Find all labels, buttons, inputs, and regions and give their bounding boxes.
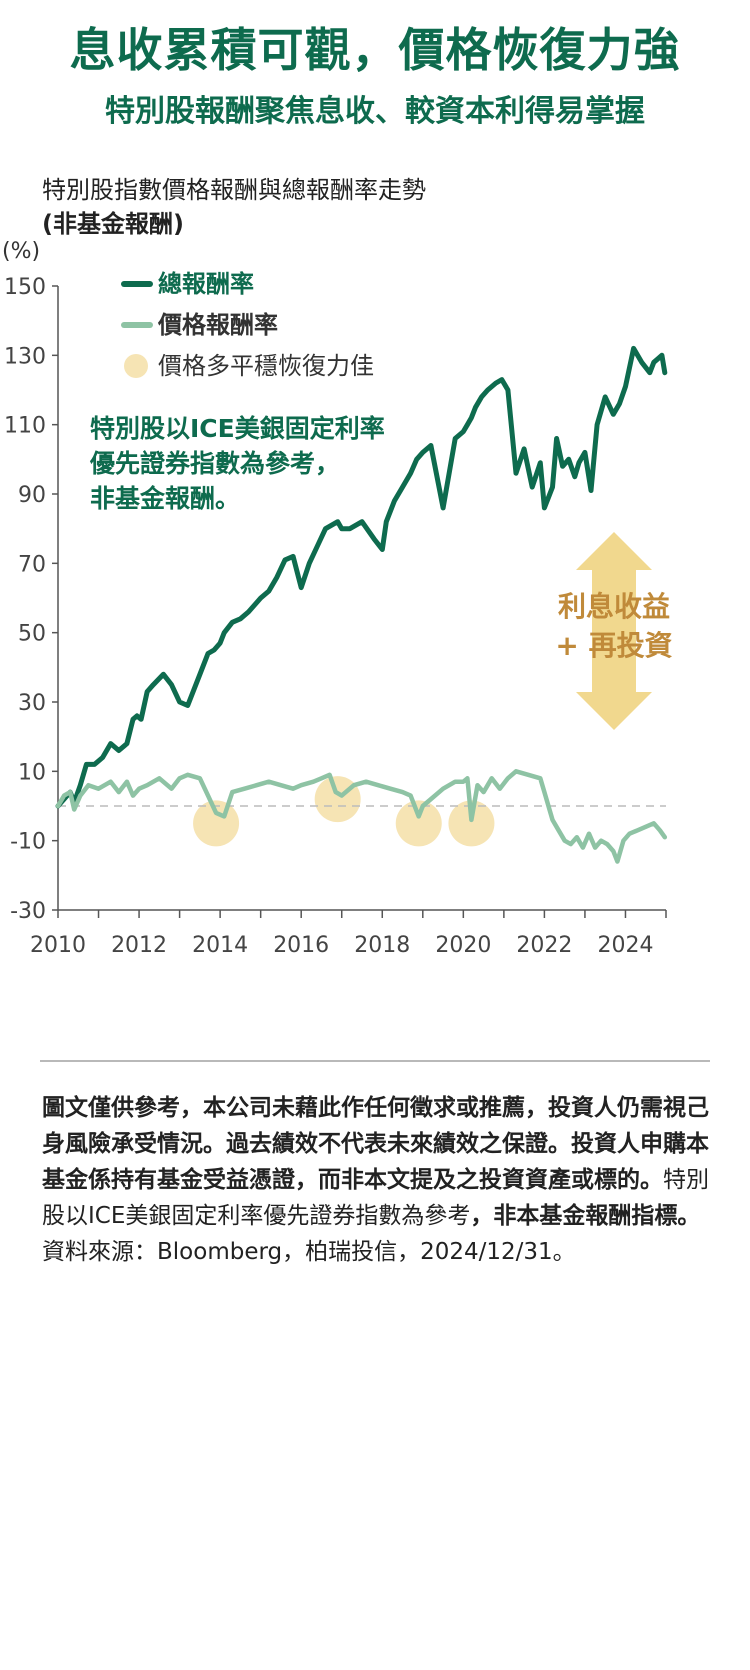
double-arrow: 利息收益 + 再投資: [555, 532, 673, 730]
arrow-label-line-2: + 再投資: [555, 629, 672, 662]
recovery-circle-3: [395, 800, 442, 847]
index-note-line-2: 優先證券指數為參考，: [89, 449, 340, 478]
y-tick-label: -30: [10, 899, 46, 924]
legend-label-total-return: 總報酬率: [158, 270, 254, 298]
index-note: 特別股以ICE美銀固定利率 優先證券指數為參考， 非基金報酬。: [89, 414, 385, 513]
arrow-label-line-1: 利息收益: [558, 590, 670, 623]
y-tick-label: 50: [18, 622, 46, 647]
y-tick-label: 10: [18, 760, 46, 785]
x-tick-label: 2014: [192, 933, 248, 958]
y-tick-label: 70: [18, 552, 46, 577]
x-tick-label: 2022: [516, 933, 572, 958]
legend-label-price-return: 價格報酬率: [157, 311, 278, 339]
page-subtitle: 特別股報酬聚焦息收、較資本利得易掌握: [105, 94, 645, 129]
recovery-circle-4: [448, 800, 495, 847]
disclaimer-bold-1: 圖文僅供參考，本公司未藉此作任何徵求或推薦，投資人仍需視己身風險承受情況。過去績…: [42, 1095, 709, 1193]
disclaimer-normal-1: 特別股以ICE美銀固定利率優先證券指數為參考: [42, 1167, 709, 1229]
disclaimer-bold-2: ，非本基金報酬指標。: [470, 1203, 701, 1229]
chart-subtitle: (非基金報酬): [42, 210, 184, 238]
x-tick-label: 2016: [273, 933, 329, 958]
line-chart: 150 130 110 90 70 50 30 10 -10 -30 2010 2012 2014 201…: [2, 240, 673, 958]
x-tick-label: 2018: [354, 933, 410, 958]
x-tick-label: 2012: [111, 933, 167, 958]
y-tick-label: 150: [4, 275, 46, 300]
disclaimer: 圖文僅供參考，本公司未藉此作任何徵求或推薦，投資人仍需視己身風險承受情況。過去績…: [42, 1090, 712, 1270]
axes: 150 130 110 90 70 50 30 10 -10 -30 2010 2012 2014 201…: [4, 275, 667, 958]
y-tick-label: 90: [18, 483, 46, 508]
total-return-line: [55, 345, 668, 809]
y-tick-label: -10: [10, 830, 46, 855]
price-return-line: [55, 769, 668, 864]
y-tick-label: 130: [4, 344, 46, 369]
page-title: 息收累積可觀，價格恢復力強: [69, 23, 681, 77]
index-note-line-1: 特別股以ICE美銀固定利率: [90, 414, 385, 443]
divider: [40, 1060, 710, 1062]
series-lines: [55, 345, 668, 864]
y-axis-unit: (%): [2, 240, 40, 264]
legend-swatch-recovery-circle: [124, 354, 148, 378]
index-note-line-3: 非基金報酬。: [90, 484, 240, 513]
chart-title: 特別股指數價格報酬與總報酬率走勢: [42, 176, 426, 204]
x-tick-label: 2020: [435, 933, 491, 958]
y-tick-label: 110: [4, 414, 46, 439]
legend-label-recovery: 價格多平穩恢復力佳: [158, 352, 374, 380]
y-tick-label: 30: [18, 691, 46, 716]
double-arrow-shape: [576, 532, 652, 730]
x-tick-label: 2010: [30, 933, 86, 958]
disclaimer-source: 資料來源：Bloomberg，柏瑞投信，2024/12/31。: [42, 1239, 576, 1265]
legend: 總報酬率 價格報酬率 價格多平穩恢復力佳: [121, 270, 374, 380]
recovery-circle-1: [193, 800, 240, 847]
x-tick-label: 2024: [597, 933, 653, 958]
